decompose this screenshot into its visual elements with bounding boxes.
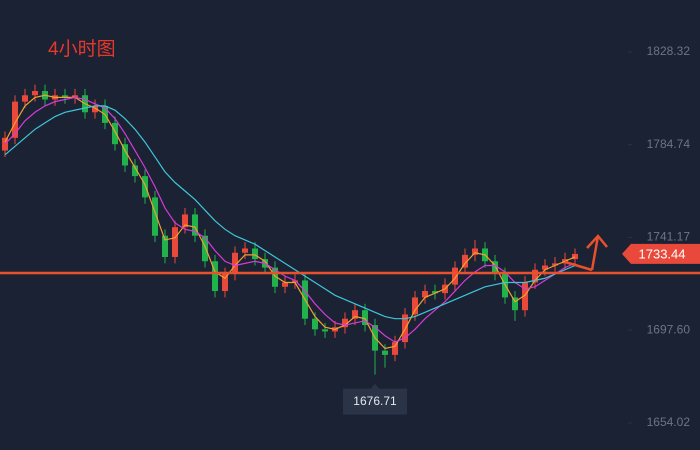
candle-body — [322, 329, 328, 332]
candle-body — [62, 95, 68, 98]
y-tick-label: 1784.74 — [647, 137, 691, 151]
y-tick-label: 1741.17 — [647, 230, 691, 244]
candle-body — [192, 214, 198, 236]
candle-body — [32, 90, 38, 96]
candle-body — [252, 248, 258, 260]
candle-body — [312, 318, 318, 330]
ma-line — [4, 94, 576, 350]
trend-arrow — [564, 234, 608, 272]
candle-body — [382, 350, 388, 355]
candle-body — [392, 342, 398, 355]
candle-body — [202, 235, 208, 262]
candle-body — [142, 176, 148, 198]
candle-body — [132, 165, 138, 177]
candle-body — [462, 254, 468, 268]
candle-body — [542, 265, 548, 270]
candle-body — [352, 310, 358, 319]
candle-body — [512, 297, 518, 311]
candle-body — [532, 269, 538, 283]
candle-body — [92, 105, 98, 113]
candle-body — [422, 291, 428, 298]
price-tag-label: 1733.44 — [639, 246, 686, 261]
candle-body — [12, 101, 18, 138]
candle-body — [452, 267, 458, 285]
candle-body — [172, 227, 178, 257]
candle-body — [232, 252, 238, 275]
candle-body — [572, 253, 578, 260]
price-tag — [622, 243, 700, 264]
candle-body — [282, 282, 288, 287]
chart-title: 4小时图 — [48, 38, 116, 60]
low-tag — [343, 383, 407, 415]
candle-body — [242, 248, 248, 253]
candle-body — [272, 267, 278, 287]
y-tick-label: 1654.02 — [647, 415, 691, 429]
candle-body — [522, 282, 528, 311]
candle-body — [552, 263, 558, 266]
candle-body — [292, 280, 298, 283]
candle-body — [472, 248, 478, 255]
ma-line — [4, 105, 576, 320]
plot — [2, 84, 578, 375]
candle-body — [212, 261, 218, 292]
candle-body — [342, 318, 348, 328]
y-tick-label: 1828.32 — [647, 44, 691, 58]
candle-body — [362, 310, 368, 326]
candle-body — [182, 214, 188, 228]
candle-body — [22, 95, 28, 102]
candle-body — [412, 297, 418, 315]
candle-body — [112, 122, 118, 145]
candle-body — [162, 235, 168, 257]
candle-body — [492, 261, 498, 275]
candle-body — [222, 274, 228, 292]
candle-body — [72, 95, 78, 98]
candle-body — [432, 291, 438, 294]
low-tag-label: 1676.71 — [353, 394, 397, 408]
y-tick-label: 1697.60 — [647, 322, 691, 336]
candle-body — [122, 144, 128, 166]
candle-body — [152, 197, 158, 236]
